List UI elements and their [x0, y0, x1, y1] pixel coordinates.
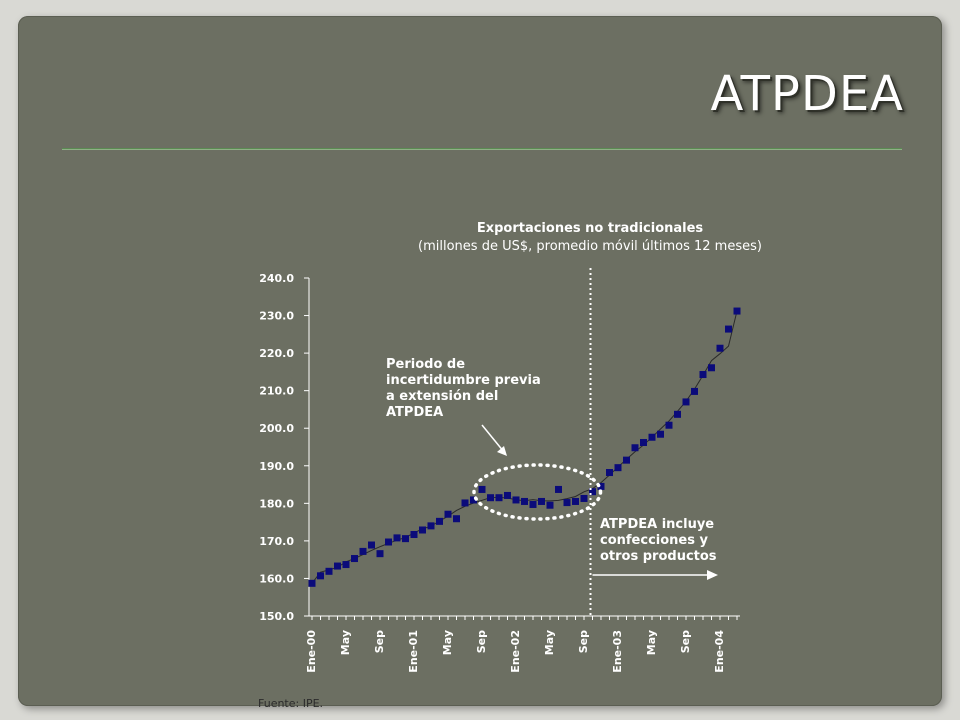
data-point	[436, 517, 443, 525]
uncertainty-arrowhead	[497, 446, 507, 456]
y-tick-label: 240.0	[259, 272, 294, 285]
annotation-uncertainty: Periodo de incertidumbre previa a extens…	[386, 357, 541, 420]
y-tick-label: 180.0	[259, 497, 294, 510]
data-point	[555, 485, 562, 493]
y-tick-label: 210.0	[259, 385, 294, 398]
data-point	[606, 469, 613, 477]
y-tick-label: 200.0	[259, 422, 294, 435]
slide-background	[18, 16, 942, 706]
data-point	[708, 364, 715, 372]
x-tick-label: Sep	[577, 630, 590, 653]
x-tick-label: May	[441, 630, 454, 655]
atpdea-arrowhead	[707, 570, 718, 580]
data-point	[359, 547, 367, 555]
data-point	[648, 433, 656, 441]
data-point	[665, 421, 673, 429]
data-point	[461, 499, 469, 507]
data-point	[385, 538, 392, 546]
x-tick-label: Ene-03	[611, 630, 624, 673]
data-point	[368, 541, 375, 549]
data-point	[410, 531, 418, 539]
data-point	[478, 485, 486, 493]
y-tick-label: 190.0	[259, 460, 294, 473]
x-tick-label: May	[339, 630, 352, 655]
data-point	[334, 562, 341, 570]
annotation-atpdea: ATPDEA incluye confecciones y otros prod…	[600, 517, 717, 564]
slide-title: ATPDEA	[710, 66, 904, 122]
data-point	[453, 515, 460, 523]
data-point	[427, 522, 435, 530]
data-point	[572, 497, 579, 505]
x-tick-label: Ene-02	[509, 630, 522, 673]
highlight-ellipse	[472, 463, 603, 521]
data-point	[317, 572, 324, 580]
data-point	[351, 555, 358, 563]
data-point	[487, 494, 494, 502]
data-point	[631, 444, 639, 452]
chart-title: Exportaciones no tradicionales	[476, 221, 704, 236]
data-point	[682, 398, 690, 406]
x-tick-label: Ene-04	[713, 630, 726, 673]
data-point	[597, 482, 605, 490]
data-point	[419, 526, 426, 534]
data-point	[725, 325, 732, 333]
data-point	[716, 344, 724, 352]
chart-subtitle: (millones de US$, promedio móvil últimos…	[418, 239, 762, 254]
x-tick-label: May	[543, 630, 556, 655]
x-tick-label: Ene-01	[407, 630, 420, 673]
data-point	[325, 567, 333, 575]
data-point	[733, 307, 741, 315]
data-point	[521, 497, 528, 505]
y-tick-label: 150.0	[259, 610, 294, 623]
data-point	[529, 500, 537, 508]
data-point	[470, 496, 477, 504]
x-tick-label: Ene-00	[305, 630, 318, 673]
data-point	[308, 579, 316, 587]
data-point	[589, 488, 596, 496]
x-tick-label: May	[645, 630, 658, 655]
x-tick-label: Sep	[475, 630, 488, 653]
data-point	[623, 456, 630, 464]
data-point	[691, 387, 698, 395]
uncertainty-arrow-line	[481, 424, 505, 453]
data-point	[504, 491, 511, 499]
x-tick-label: Sep	[373, 630, 386, 653]
data-point	[699, 371, 707, 379]
data-point	[512, 496, 520, 504]
data-point	[495, 494, 503, 502]
x-tick-label: Sep	[679, 630, 692, 653]
y-tick-label: 170.0	[259, 535, 294, 548]
data-point	[538, 497, 545, 505]
data-point	[580, 494, 588, 502]
y-tick-label: 220.0	[259, 347, 294, 360]
data-point	[402, 535, 409, 543]
data-point	[657, 430, 664, 438]
data-point	[546, 501, 554, 509]
y-tick-label: 230.0	[259, 310, 294, 323]
data-point	[393, 534, 401, 542]
data-point	[674, 410, 681, 418]
data-point	[444, 510, 452, 518]
data-point	[563, 499, 571, 507]
data-point	[640, 438, 647, 446]
data-point	[614, 464, 622, 472]
source-note: Fuente: IPE.	[258, 697, 324, 710]
data-point	[342, 561, 350, 569]
data-point	[376, 550, 384, 558]
y-tick-label: 160.0	[259, 572, 294, 585]
title-divider	[62, 148, 902, 150]
